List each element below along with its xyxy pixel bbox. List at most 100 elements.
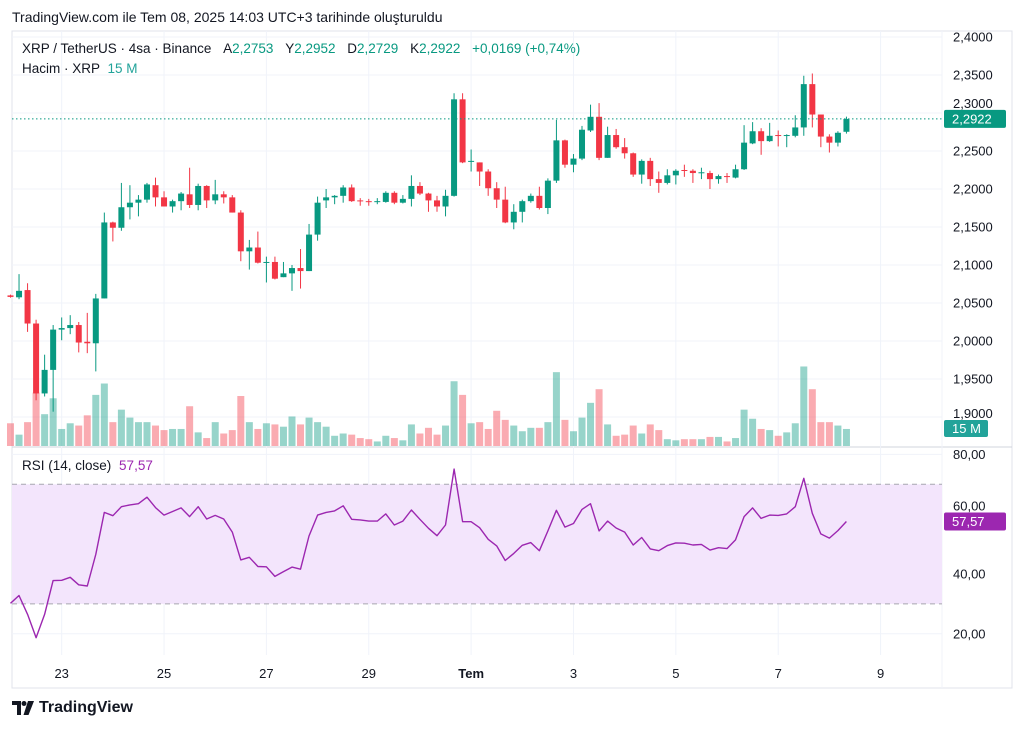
volume-legend[interactable]: Hacim · XRP 15 M: [22, 61, 138, 76]
candle-body: [536, 195, 543, 208]
volume-bar: [177, 428, 185, 446]
candle-body: [715, 176, 722, 180]
volume-bar: [578, 417, 586, 446]
candle-body: [348, 187, 355, 202]
candle-body: [7, 295, 14, 297]
close-label: K: [410, 41, 420, 56]
candle-body: [58, 328, 65, 330]
volume-bar: [552, 372, 560, 446]
price-axis-label: 2,1000: [953, 258, 993, 273]
candle-body: [613, 135, 620, 148]
change-value: +0,0169 (+0,74%): [472, 41, 581, 56]
volume-bar: [83, 415, 91, 446]
volume-bar: [49, 398, 57, 446]
close-value: 2,2922: [419, 41, 461, 56]
time-axis-label: 7: [775, 666, 782, 681]
volume-bars: [7, 366, 850, 446]
symbol-title[interactable]: XRP / TetherUS · 4sa · Binance: [22, 41, 212, 56]
candle-body: [41, 369, 48, 394]
candle-body: [365, 201, 372, 203]
time-axis-label: 29: [362, 666, 376, 681]
low-label: D: [347, 41, 358, 56]
rsi-badge-text: 57,57: [952, 514, 985, 529]
candle-body: [809, 84, 816, 115]
last-price-badge: [944, 109, 1006, 128]
candle-body: [655, 179, 662, 183]
volume-bar: [467, 423, 475, 446]
price-axis-label: 2,2500: [953, 144, 993, 159]
candle-body: [399, 198, 406, 203]
volume-bar: [569, 431, 577, 446]
volume-bar: [689, 439, 697, 446]
candle-body: [280, 273, 287, 278]
price-axis-label: 2,4000: [953, 30, 993, 45]
symbol-legend[interactable]: XRP / TetherUS · 4sa · Binance A2,2753 Y…: [22, 41, 580, 56]
candle-body: [126, 202, 133, 208]
candle-body: [271, 261, 278, 279]
volume-bar: [501, 419, 509, 446]
candle-body: [732, 169, 739, 178]
volume-bar: [655, 430, 663, 446]
volume-bar: [459, 394, 467, 446]
rsi-axis-label: 20,00: [953, 626, 986, 641]
price-axis-label: 1,9000: [953, 406, 993, 421]
volume-bar: [24, 422, 32, 446]
volume-bar: [75, 425, 83, 446]
candle-body: [604, 135, 611, 158]
volume-bar: [740, 409, 748, 446]
rsi-legend[interactable]: RSI (14, close) 57,57: [22, 458, 153, 473]
tradingview-logo[interactable]: TradingView: [12, 699, 133, 717]
candle-body: [152, 185, 159, 198]
candle-body: [331, 195, 338, 198]
volume-bar: [416, 433, 424, 446]
volume-bar: [672, 440, 680, 446]
open-label: A: [223, 41, 233, 56]
low-value: 2,2729: [357, 41, 399, 56]
candle-body: [229, 197, 236, 213]
volume-bar: [535, 427, 543, 446]
candle-body: [775, 135, 782, 137]
candle-body: [84, 341, 91, 344]
candle-body: [161, 197, 168, 207]
candle-body: [357, 200, 364, 202]
volume-bar: [834, 425, 842, 446]
candle-body: [468, 160, 475, 162]
price-axis-label: 1,9500: [953, 372, 993, 387]
candle-body: [67, 325, 74, 329]
volume-bar: [706, 436, 714, 446]
candle-body: [834, 132, 841, 143]
volume-bar: [842, 428, 850, 446]
candle-body: [186, 194, 193, 205]
candle-body: [408, 185, 415, 199]
volume-bar: [424, 427, 432, 446]
volume-bar: [254, 428, 262, 446]
volume-bar: [800, 366, 808, 446]
tradingview-logo-icon: [12, 701, 34, 715]
volume-bar: [117, 409, 125, 446]
volume-bar: [32, 392, 40, 446]
volume-bar: [134, 422, 142, 446]
candle-body: [135, 199, 142, 203]
candle-body: [169, 201, 176, 207]
rsi-axis-label: 60,00: [953, 498, 986, 513]
candle-body: [33, 323, 40, 394]
volume-bar: [382, 435, 390, 446]
candle-body: [519, 201, 526, 212]
volume-bar: [629, 425, 637, 446]
candle-body: [101, 222, 108, 299]
candle-body: [220, 194, 227, 198]
candle-body: [237, 212, 244, 252]
rsi-band: [12, 483, 942, 605]
candle-body: [689, 170, 696, 174]
candle-body: [758, 131, 765, 142]
volume-bar: [749, 418, 757, 446]
time-axis-label: 27: [259, 666, 273, 681]
candle-body: [749, 131, 756, 144]
candle-body: [382, 192, 389, 202]
volume-bar: [510, 425, 518, 446]
price-axis-label: 2,3000: [953, 96, 993, 111]
volume-bar: [621, 434, 629, 446]
volume-bar: [58, 428, 66, 446]
volume-bar: [322, 426, 330, 446]
